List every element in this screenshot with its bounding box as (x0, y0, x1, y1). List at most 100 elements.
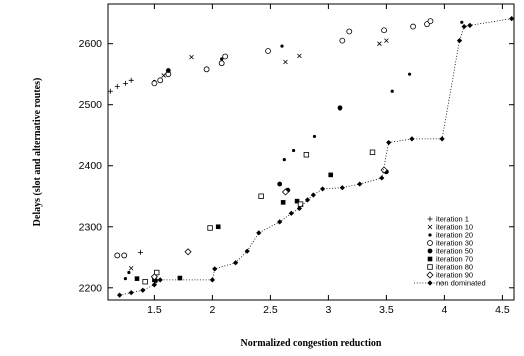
plot-area (107, 3, 515, 301)
data-point (123, 277, 127, 281)
legend-item: iteration 1 (427, 215, 469, 224)
data-point (280, 44, 284, 48)
data-point (337, 105, 343, 111)
legend-label: non dominated (436, 279, 486, 288)
x-tick-label: 1.5 (147, 304, 162, 316)
series-iteration-70 (134, 172, 334, 283)
series-iteration-90 (150, 166, 388, 281)
x-tick-label: 3.5 (379, 304, 394, 316)
data-point (114, 83, 120, 89)
legend-label: iteration 30 (436, 239, 473, 248)
data-point (509, 16, 515, 22)
data-point (312, 134, 317, 139)
data-point (134, 276, 140, 281)
data-point (244, 248, 250, 254)
legend-marker (427, 224, 433, 230)
series-iteration-20 (123, 20, 464, 281)
data-point (258, 193, 264, 199)
data-point (339, 37, 346, 44)
data-point (294, 198, 300, 204)
data-point (346, 28, 353, 35)
data-point (151, 80, 158, 87)
axis-ticks: 1.5 2 2.5 3 3.5 4 4.5 2200 2300 2400 2500 2600 (79, 4, 514, 316)
legend-marker (427, 216, 433, 222)
x-tick-label: 2 (209, 304, 215, 316)
data-point (114, 252, 121, 259)
legend-marker (427, 240, 433, 246)
data-point (209, 277, 215, 283)
data-point (151, 282, 157, 288)
legend-item: iteration 10 (427, 223, 473, 232)
data-point (127, 270, 131, 275)
series-iteration-10 (128, 38, 389, 271)
y-tick-label: 2500 (79, 99, 103, 111)
data-point (384, 38, 389, 43)
data-point (220, 57, 224, 61)
y-tick-label: 2400 (79, 160, 103, 172)
legend-item: iteration 80 (427, 263, 473, 272)
data-point (427, 18, 434, 24)
data-point (461, 23, 467, 30)
data-point (390, 89, 394, 93)
legend-marker (427, 248, 433, 254)
data-point (304, 197, 311, 203)
data-point (122, 80, 128, 86)
y-axis-label: Delays (slot and alternative routes) (32, 78, 43, 227)
data-point (137, 249, 143, 255)
data-point (150, 273, 158, 281)
data-point (410, 23, 416, 30)
data-point (328, 172, 334, 178)
data-point (282, 158, 286, 162)
data-point (165, 68, 171, 73)
data-point (381, 27, 387, 34)
data-point (207, 225, 213, 231)
series-non-dominated (117, 16, 515, 298)
legend-label: iteration 80 (436, 263, 473, 272)
plot-frame (107, 3, 515, 301)
data-point (380, 166, 388, 174)
data-point (377, 41, 382, 46)
data-point (369, 149, 376, 156)
data-point (467, 22, 473, 28)
data-point (140, 287, 146, 293)
data-point (280, 200, 286, 205)
legend-item: iteration 90 (426, 271, 473, 280)
legend-label: iteration 90 (436, 271, 473, 280)
x-tick-label: 4.5 (495, 304, 510, 316)
legend-item: iteration 70 (427, 255, 473, 264)
data-marks (107, 16, 515, 298)
data-point (128, 290, 134, 296)
legend-item: iteration 30 (427, 239, 473, 248)
data-point (157, 277, 163, 283)
data-point (222, 53, 229, 60)
data-point (379, 175, 385, 181)
legend-item: iteration 50 (427, 247, 473, 256)
data-point (303, 152, 310, 158)
data-point (277, 181, 283, 187)
legend-marker (427, 280, 433, 286)
data-point (154, 269, 160, 276)
data-point (161, 73, 166, 78)
data-point (310, 192, 316, 198)
data-point (212, 266, 218, 272)
data-point (203, 66, 210, 73)
data-point (460, 20, 464, 24)
series-iteration-1 (107, 77, 143, 255)
legend-marker (428, 233, 432, 237)
legend-marker (426, 271, 434, 279)
x-axis-label: Normalized congestion reduction (241, 338, 382, 349)
data-point (233, 260, 239, 266)
data-point (184, 248, 192, 256)
data-point (320, 186, 326, 192)
legend-item: iteration 20 (428, 231, 473, 240)
legend-marker (427, 256, 433, 262)
data-point (256, 230, 262, 236)
data-point (409, 136, 415, 142)
data-point (218, 60, 225, 67)
legend-item: non dominated (414, 279, 486, 288)
series-iteration-80 (142, 149, 376, 285)
data-point (157, 77, 164, 84)
data-point (215, 224, 221, 230)
y-tick-label: 2200 (79, 282, 103, 294)
